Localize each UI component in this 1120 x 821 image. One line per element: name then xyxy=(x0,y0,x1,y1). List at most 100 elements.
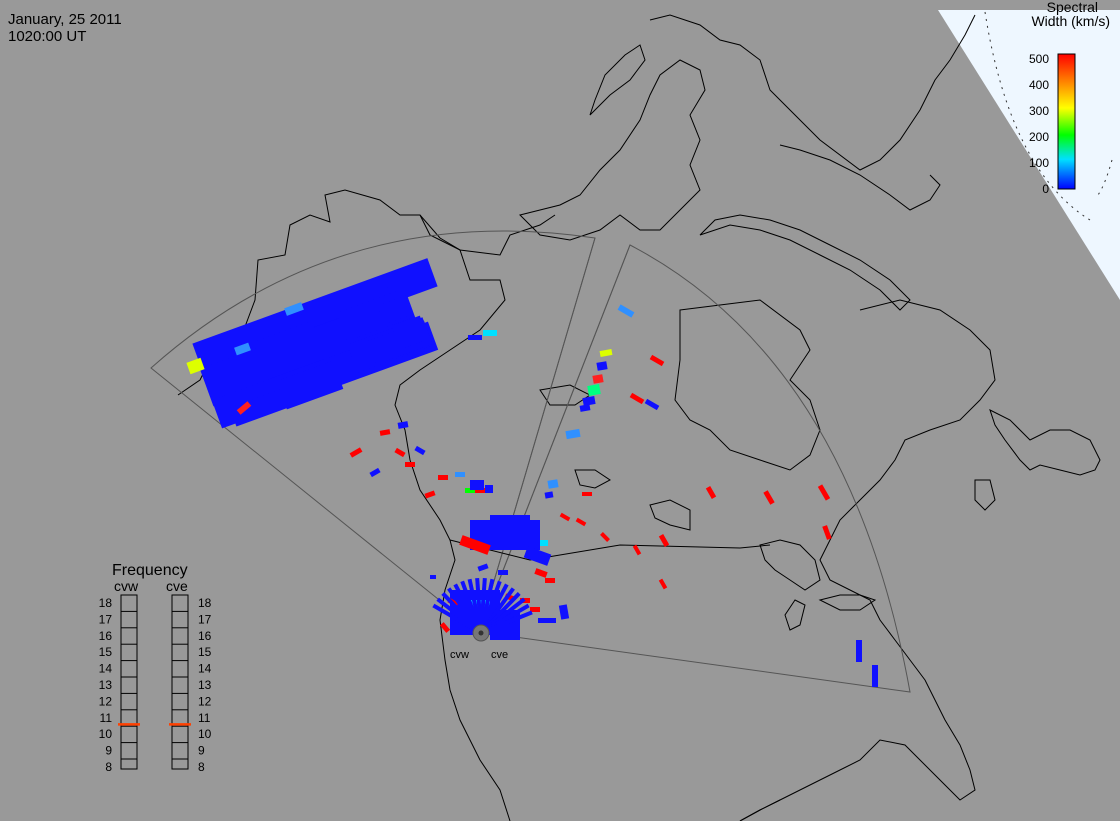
scatter-cell xyxy=(629,392,645,405)
scatter-ray xyxy=(487,610,533,632)
scatter-cell xyxy=(430,575,436,579)
scatter-ray xyxy=(441,592,477,629)
scatter-cell xyxy=(596,361,608,371)
frequency-scale-label-right: 17 xyxy=(198,612,212,626)
scatter-cell xyxy=(534,568,548,578)
radar-site-center xyxy=(478,630,484,636)
scatter-cell xyxy=(483,330,497,336)
scatter-cell xyxy=(530,607,540,612)
scatter-ray xyxy=(486,603,530,631)
scatter-ray xyxy=(467,578,482,626)
scatter-cell xyxy=(394,447,406,458)
scatter-cell xyxy=(438,475,448,480)
scatter-cell xyxy=(465,488,475,493)
frequency-scale-label-left: 16 xyxy=(99,629,113,643)
scatter-cell xyxy=(298,275,392,330)
scatter-cell xyxy=(254,320,326,380)
scatter-cell xyxy=(540,540,548,546)
scatter-cell xyxy=(284,302,304,316)
colorbar-tick-label: 200 xyxy=(1029,130,1049,144)
scatter-cell xyxy=(658,534,670,547)
scatter-ray xyxy=(480,578,495,626)
scatter-cell xyxy=(617,304,635,318)
scatter-cell xyxy=(872,665,878,687)
scatter-cell xyxy=(547,479,559,489)
latitude-circle-outer xyxy=(1097,159,1113,196)
scatter-cell xyxy=(405,462,415,467)
scatter-ray xyxy=(475,577,483,626)
scatter-cell xyxy=(658,578,668,590)
scatter-cell xyxy=(763,490,775,505)
scatter-cell xyxy=(490,515,530,530)
scatter-cell xyxy=(558,604,570,620)
scatter-ray xyxy=(453,583,480,627)
scatter-cell xyxy=(822,525,832,540)
scatter-cell xyxy=(548,618,556,623)
frequency-scale-label-left: 17 xyxy=(99,612,113,626)
frequency-scale-label-right: 10 xyxy=(198,727,212,741)
scatter-cell xyxy=(599,349,613,357)
frequency-scale-label-right: 12 xyxy=(198,694,212,708)
scatter-cell xyxy=(544,491,554,499)
frequency-scale-label-right: 8 xyxy=(198,760,205,774)
scatter-ray xyxy=(436,597,476,630)
scatter-cell xyxy=(349,447,363,458)
frequency-scale-label-right: 14 xyxy=(198,662,212,676)
frequency-scale-label-left: 8 xyxy=(105,760,112,774)
frequency-scale-label-right: 16 xyxy=(198,629,212,643)
scatter-cell xyxy=(565,428,581,440)
scatter-cell xyxy=(705,486,717,499)
scatter-cell xyxy=(468,335,482,340)
scatter-ray xyxy=(486,597,526,630)
scatter-cell xyxy=(459,535,491,555)
scatter-cell xyxy=(424,490,436,499)
colorbar-title-line2: Width (km/s) xyxy=(1031,13,1110,29)
scatter-ray xyxy=(482,583,509,627)
scatter-cell xyxy=(369,467,381,478)
scatter-ray xyxy=(432,603,476,631)
scatter-cell xyxy=(391,315,429,350)
scatter-cell xyxy=(538,618,548,623)
colorbar-ticks: 500 400 300 200 100 0 xyxy=(1029,52,1049,196)
coastlines xyxy=(177,14,1101,821)
scatter-cell xyxy=(632,544,642,556)
frequency-label-cvw: cvw xyxy=(114,578,139,594)
frequency-scale-label-left: 12 xyxy=(99,694,113,708)
scatter-cell xyxy=(379,429,391,436)
frequency-scale-label-left: 15 xyxy=(99,645,113,659)
scatter-cell xyxy=(498,570,508,575)
frequency-scale-label-right: 11 xyxy=(198,711,211,725)
political-border xyxy=(449,539,771,561)
frequency-scale-label-right: 13 xyxy=(198,678,212,692)
frequency-scale-label-left: 11 xyxy=(100,711,113,725)
scatter-cell xyxy=(523,546,552,566)
scatter-cell xyxy=(414,445,426,456)
frequency-title: Frequency xyxy=(112,562,188,579)
frequency-scale-label-left: 14 xyxy=(99,662,113,676)
colorbar-tick-label: 500 xyxy=(1029,52,1049,66)
frequency-bar-cve xyxy=(171,594,189,770)
frequency-scale-label-right: 18 xyxy=(198,596,212,610)
scatter-cell xyxy=(582,492,592,496)
scatter-cell xyxy=(582,396,596,406)
scatter-cell xyxy=(559,512,571,522)
scatter-cell xyxy=(470,480,484,490)
radar-label-west: cvw xyxy=(450,649,469,661)
scatter-cell xyxy=(575,517,587,527)
scatter-cell xyxy=(587,384,601,396)
scatter-ray xyxy=(447,587,478,628)
radar-label-east: cve xyxy=(491,649,508,661)
scatter-cell xyxy=(455,472,465,477)
scatter-cell xyxy=(397,421,409,429)
frequency-label-cve: cve xyxy=(166,578,188,594)
frequency-scale-label-right: 15 xyxy=(198,645,212,659)
colorbar-tick-label: 400 xyxy=(1029,78,1049,92)
scatter-cell xyxy=(592,374,604,384)
frequency-scale-label-left: 10 xyxy=(99,727,113,741)
time-label: 1020:00 UT xyxy=(8,28,86,45)
colorbar-gradient xyxy=(1057,53,1076,190)
scatter-cell xyxy=(644,398,660,411)
scatter-cell xyxy=(485,485,493,493)
colorbar-title-line1: Spectral xyxy=(1047,0,1098,15)
